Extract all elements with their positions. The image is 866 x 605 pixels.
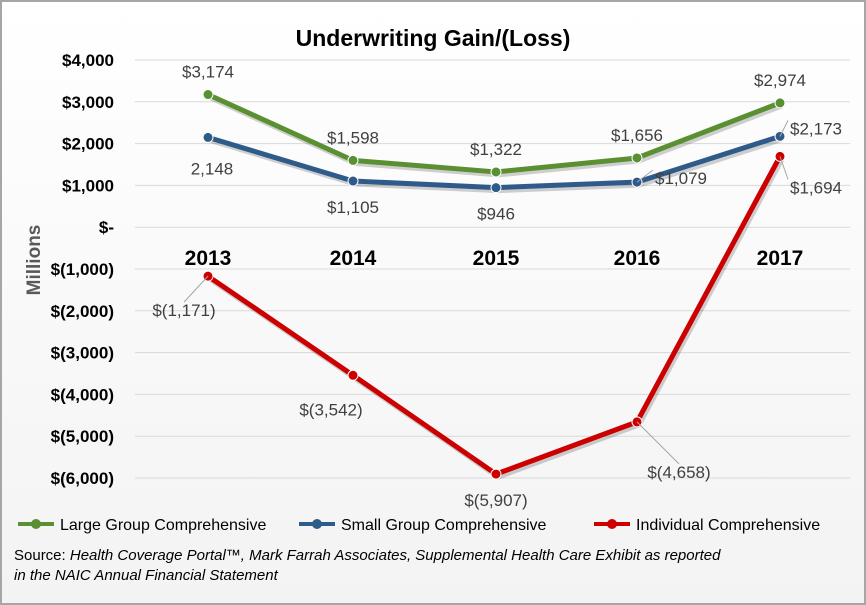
data-label: 2,148 [191,159,234,178]
data-label: $1,105 [327,198,379,217]
x-tick-label: 2015 [473,247,520,270]
y-tick-label: $(5,000) [51,427,114,446]
data-label: $946 [477,205,515,224]
data-point [347,369,359,381]
data-label: $2,173 [790,119,842,138]
data-point [347,175,359,187]
data-label: $1,598 [327,128,379,147]
source-text-line2: in the NAIC Annual Financial Statement [14,567,278,584]
data-point [490,468,502,480]
data-label: $3,174 [182,63,234,82]
data-point [631,152,643,164]
source-text-line1: Health Coverage Portal™, Mark Farrah Ass… [69,547,721,564]
source-note: Source: Health Coverage Portal™, Mark Fa… [14,546,720,586]
data-point [490,182,502,194]
y-tick-label: $- [99,218,114,237]
legend-marker [607,519,617,529]
chart-title: Underwriting Gain/(Loss) [296,25,571,51]
legend-label: Individual Comprehensive [636,517,820,534]
data-point [202,131,214,143]
data-label: $1,656 [611,126,663,145]
x-tick-label: 2017 [757,247,804,270]
data-label: $(4,658) [647,463,710,482]
x-tick-label: 2014 [330,247,377,270]
y-tick-label: $(2,000) [51,302,114,321]
leader-line [636,169,654,183]
x-tick-label: 2013 [185,247,232,270]
leader-line [779,120,789,137]
data-point [347,154,359,166]
y-axis-label: Millions [24,225,45,296]
leader-line [636,421,680,465]
y-tick-label: $(1,000) [51,260,114,279]
x-tick-label: 2016 [614,247,661,270]
data-point [774,97,786,109]
data-label: $1,322 [470,140,522,159]
source-prefix: Source: [14,547,66,564]
legend-label: Small Group Comprehensive [341,517,547,534]
y-tick-label: $4,000 [62,51,114,70]
data-label: $(3,542) [299,400,362,419]
y-tick-label: $1,000 [62,176,114,195]
legend-label: Large Group Comprehensive [60,517,266,534]
data-label: $(5,907) [464,491,527,510]
y-tick-label: $(6,000) [51,469,114,488]
legend-marker [312,519,322,529]
leader-line [183,275,209,303]
y-tick-label: $(4,000) [51,385,114,404]
legend-marker [31,519,41,529]
data-label: $1,694 [790,178,842,197]
series-line [205,92,783,175]
y-tick-label: $3,000 [62,93,114,112]
data-label: $1,079 [655,169,707,188]
y-tick-label: $(3,000) [51,344,114,363]
y-tick-label: $2,000 [62,135,114,154]
leader-line [779,156,789,180]
data-point [202,89,214,101]
data-label: $(1,171) [152,301,215,320]
data-label: $2,974 [754,71,806,90]
data-point [490,166,502,178]
